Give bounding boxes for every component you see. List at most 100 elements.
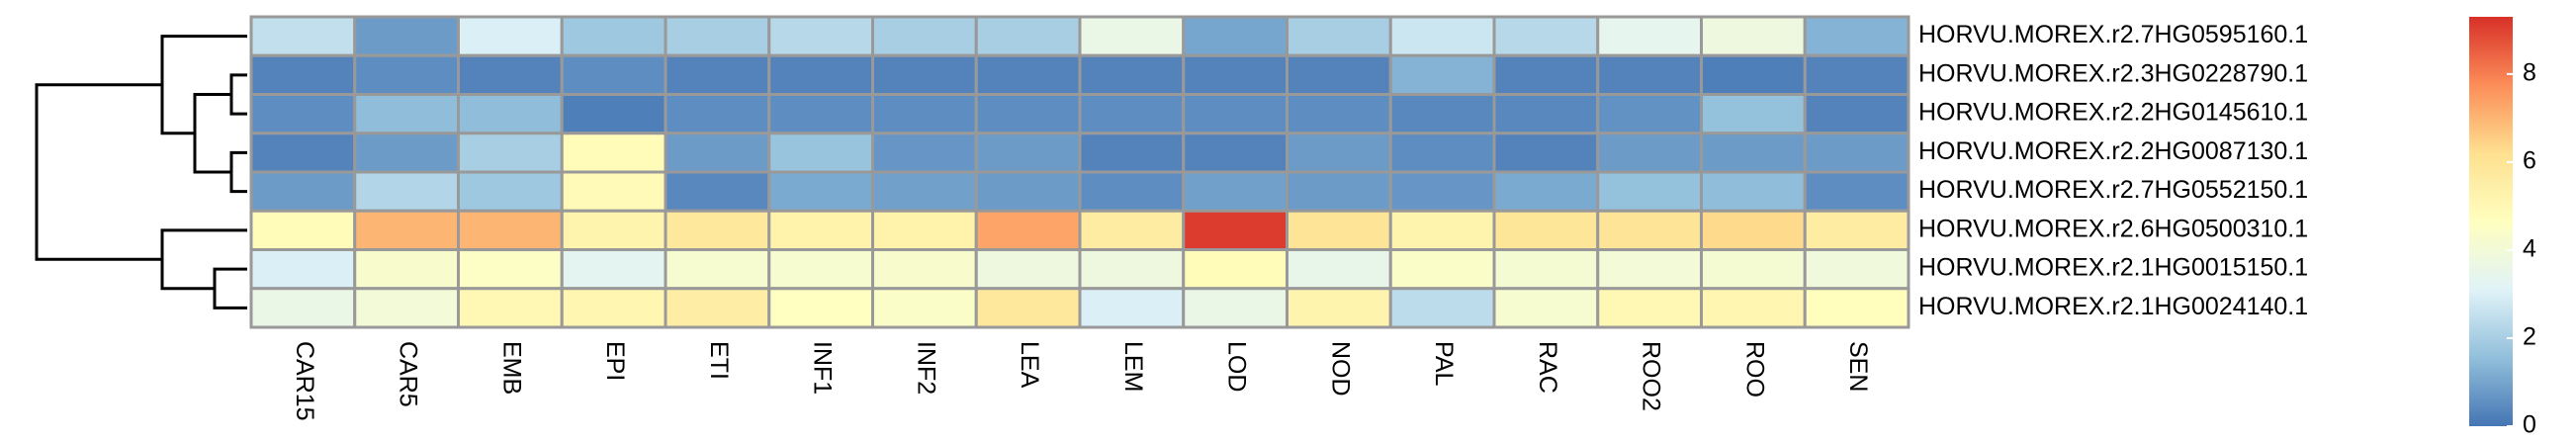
- heatmap-cell: [1078, 53, 1186, 96]
- heatmap-cell: [1388, 209, 1496, 251]
- heatmap-cell: [249, 170, 357, 213]
- heatmap-cell: [664, 170, 771, 213]
- heatmap-cell: [1182, 287, 1288, 329]
- heatmap-cell: [974, 170, 1082, 213]
- heatmap-cell: [457, 93, 564, 135]
- heatmap-cell: [1803, 287, 1910, 329]
- heatmap-cell: [664, 248, 771, 291]
- heatmap-cell: [249, 209, 357, 251]
- heatmap-cell: [1388, 287, 1496, 329]
- row-label: HORVU.MOREX.r2.7HG0595160.1: [1918, 21, 2308, 48]
- heatmap-cell: [1803, 15, 1910, 57]
- heatmap-cell: [1492, 248, 1600, 291]
- heatmap-cell: [767, 132, 874, 174]
- heatmap-cell: [1078, 15, 1186, 57]
- heatmap-cell: [249, 15, 357, 57]
- heatmap-cell: [871, 248, 978, 291]
- heatmap-cell: [1803, 132, 1910, 174]
- heatmap-cell: [560, 287, 667, 329]
- heatmap-cell: [974, 15, 1082, 57]
- row-label: HORVU.MOREX.r2.1HG0024140.1: [1918, 293, 2308, 320]
- heatmap-cell: [1388, 15, 1496, 57]
- heatmap-cell: [1388, 93, 1496, 135]
- heatmap-cell: [353, 15, 460, 57]
- heatmap-cell: [1182, 170, 1288, 213]
- heatmap-cell: [249, 287, 357, 329]
- heatmap-cell: [457, 53, 564, 96]
- colorbar-tick-label: 0: [2523, 411, 2536, 439]
- heatmap-cell: [1388, 132, 1496, 174]
- heatmap-cell: [560, 15, 667, 57]
- heatmap-cell: [249, 53, 357, 96]
- heatmap-cell: [560, 93, 667, 135]
- heatmap-cell: [767, 53, 874, 96]
- heatmap-cell: [1596, 93, 1703, 135]
- column-label: EPI: [601, 341, 629, 381]
- heatmap-cell: [457, 15, 564, 57]
- column-label: INF1: [809, 341, 837, 395]
- heatmap-cell: [353, 209, 460, 251]
- heatmap-cell: [664, 93, 771, 135]
- heatmap-cell: [457, 209, 564, 251]
- heatmap-cell: [560, 170, 667, 213]
- heatmap-cell: [1286, 53, 1392, 96]
- column-label: LEA: [1016, 341, 1043, 389]
- heatmap-cell: [1286, 170, 1392, 213]
- heatmap-cell: [1700, 248, 1807, 291]
- row-label: HORVU.MOREX.r2.6HG0500310.1: [1918, 215, 2308, 242]
- heatmap-cell: [1700, 132, 1807, 174]
- heatmap-cell: [1492, 53, 1600, 96]
- column-label: PAL: [1430, 341, 1458, 386]
- column-label: CAR5: [395, 341, 422, 407]
- heatmap-cell: [1286, 209, 1392, 251]
- heatmap-cell: [1700, 15, 1807, 57]
- column-label: LEM: [1119, 341, 1147, 392]
- heatmap-cell: [353, 53, 460, 96]
- heatmap-cell: [560, 132, 667, 174]
- heatmap-cell: [871, 53, 978, 96]
- heatmap-cell: [664, 132, 771, 174]
- heatmap-cell: [1803, 93, 1910, 135]
- heatmap-cell: [664, 53, 771, 96]
- heatmap-cell: [457, 287, 564, 329]
- heatmap-cell: [1078, 209, 1186, 251]
- heatmap-cell: [1596, 287, 1703, 329]
- heatmap-cell: [1078, 93, 1186, 135]
- column-label: INF2: [912, 341, 939, 395]
- heatmap-cell: [871, 93, 978, 135]
- column-label: ROO: [1740, 341, 1768, 398]
- heatmap-cell: [1803, 170, 1910, 213]
- heatmap-cell: [664, 287, 771, 329]
- row-label: HORVU.MOREX.r2.1HG0015150.1: [1918, 254, 2308, 282]
- heatmap-cell: [1286, 248, 1392, 291]
- heatmap-cell: [767, 93, 874, 135]
- column-label: LOD: [1223, 341, 1251, 392]
- heatmap-cell: [767, 15, 874, 57]
- heatmap-cell: [1182, 93, 1288, 135]
- heatmap-cell: [1388, 53, 1496, 96]
- heatmap-cell: [1700, 209, 1807, 251]
- heatmap-cell: [1286, 287, 1392, 329]
- heatmap-cell: [249, 248, 357, 291]
- column-label: ROO2: [1638, 341, 1665, 411]
- heatmap-cell: [353, 93, 460, 135]
- heatmap-cell: [871, 170, 978, 213]
- column-label: EMB: [497, 341, 525, 395]
- heatmap-cell: [974, 209, 1082, 251]
- colorbar-tick-label: 2: [2523, 323, 2536, 351]
- heatmap-cell: [1182, 53, 1288, 96]
- heatmap-cell: [1078, 132, 1186, 174]
- heatmap-cell: [560, 209, 667, 251]
- heatmap-cell: [974, 93, 1082, 135]
- heatmap-cell: [457, 248, 564, 291]
- heatmap-cell: [1388, 170, 1496, 213]
- heatmap-cell: [1700, 93, 1807, 135]
- heatmap-cell: [1492, 170, 1600, 213]
- heatmap-cell: [1596, 209, 1703, 251]
- heatmap-cell: [1182, 209, 1288, 251]
- heatmap-cell: [249, 132, 357, 174]
- heatmap-cell: [664, 15, 771, 57]
- heatmap-cell: [353, 170, 460, 213]
- heatmap-cell: [353, 287, 460, 329]
